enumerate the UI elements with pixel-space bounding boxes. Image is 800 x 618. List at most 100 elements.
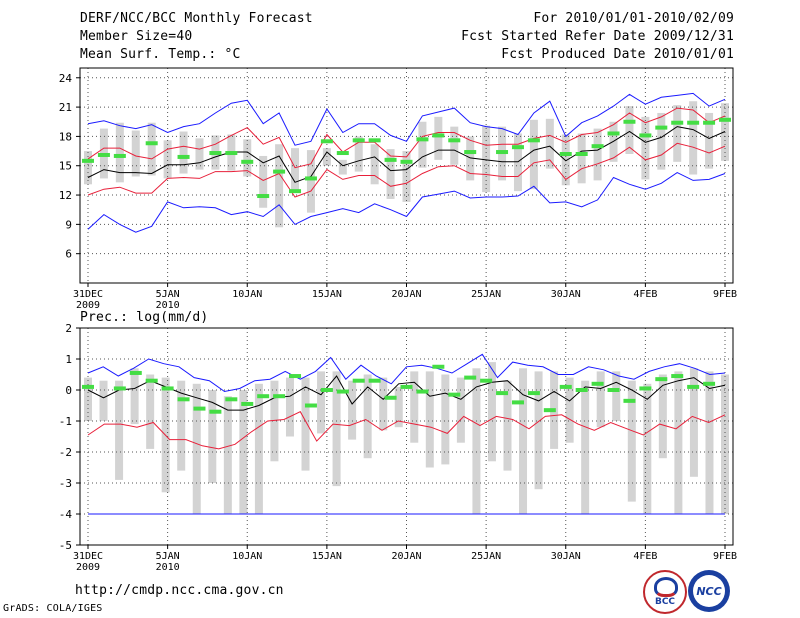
observed-marker [273, 394, 286, 399]
series-line-ensemble-max [87, 353, 726, 393]
observed-marker [719, 117, 731, 122]
y-tick-label: -4 [59, 508, 73, 521]
spread-box [593, 128, 602, 181]
observed-marker [161, 386, 174, 391]
observed-marker [687, 384, 700, 389]
series-line-upper-percentile [87, 107, 726, 169]
observed-marker [209, 151, 222, 156]
observed-marker [480, 378, 493, 383]
spread-box [243, 139, 252, 177]
y-tick-label: 18 [59, 130, 72, 143]
observed-marker [639, 386, 652, 391]
spread-box [565, 377, 574, 443]
x-tick-label: 10JAN [232, 289, 262, 300]
observed-marker [129, 370, 142, 375]
x-tick-label: 31DEC [73, 289, 103, 300]
x-tick-label: 31DEC [73, 551, 103, 562]
observed-marker [591, 381, 604, 386]
spread-box [425, 371, 434, 468]
spread-box [450, 126, 459, 165]
observed-marker [177, 154, 190, 159]
observed-marker [511, 145, 524, 150]
member-size-label: Member Size=40 [80, 29, 193, 44]
spread-box [625, 106, 634, 154]
observed-marker [82, 384, 94, 389]
observed-marker [703, 120, 716, 125]
x-tick-label: 2009 [76, 300, 100, 311]
spread-box [285, 377, 294, 437]
spread-box [705, 371, 714, 514]
spread-box [394, 386, 403, 428]
series-line-ensemble-min [87, 172, 726, 233]
spread-box [482, 125, 491, 193]
x-tick-label: 2010 [156, 300, 180, 311]
spread-box [254, 383, 263, 514]
spread-box [147, 122, 156, 176]
spread-box [434, 116, 443, 160]
y-tick-label: 6 [65, 248, 72, 261]
y-tick-label: 15 [59, 160, 72, 173]
spread-box [519, 368, 528, 514]
observed-marker [607, 388, 620, 392]
spread-box [332, 371, 341, 487]
observed-marker [591, 144, 604, 149]
y-tick-label: 9 [65, 218, 72, 231]
x-tick-label: 5JAN [156, 551, 180, 562]
forecast-range-label: For 2010/01/01-2010/02/09 [533, 11, 734, 26]
observed-marker [464, 150, 477, 155]
observed-marker [257, 194, 270, 199]
spread-box [643, 383, 652, 514]
spread-box [291, 148, 300, 191]
x-tick-label: 9FEB [713, 551, 737, 562]
spread-box [513, 133, 522, 192]
source-url[interactable]: http://cmdp.ncc.cma.gov.cn [75, 583, 284, 598]
spread-box [581, 380, 590, 514]
observed-marker [559, 384, 572, 389]
spread-box [657, 112, 666, 170]
observed-marker [464, 375, 477, 380]
observed-marker [320, 139, 333, 144]
x-tick-label: 20JAN [391, 289, 421, 300]
x-tick-label: 9FEB [713, 289, 737, 300]
spread-box [689, 368, 698, 477]
spread-box [115, 122, 124, 183]
x-tick-label: 30JAN [551, 551, 581, 562]
x-tick-label: 15JAN [312, 551, 342, 562]
observed-marker [82, 158, 94, 163]
observed-marker [623, 398, 636, 403]
spread-box [163, 140, 172, 179]
spread-box [596, 371, 605, 428]
observed-marker [304, 403, 317, 408]
y-tick-label: 12 [59, 189, 72, 202]
spread-box [534, 371, 543, 490]
y-tick-label: 21 [59, 101, 72, 114]
observed-marker [448, 392, 461, 397]
observed-marker [655, 125, 668, 130]
y-tick-label: -5 [59, 539, 72, 552]
x-tick-label: 25JAN [471, 551, 501, 562]
spread-box [370, 144, 379, 185]
bcc-logo: BCC [643, 570, 687, 614]
observed-marker [257, 394, 270, 399]
observed-marker [655, 377, 668, 382]
spread-box [130, 368, 139, 425]
spread-box [131, 130, 140, 177]
spread-box [259, 155, 268, 208]
variable-label-temp: Mean Surf. Temp.: °C [80, 47, 241, 62]
x-tick-label: 15JAN [312, 289, 342, 300]
spread-box [354, 136, 363, 172]
observed-marker [671, 374, 684, 379]
observed-marker [177, 397, 190, 402]
spread-box [658, 374, 667, 459]
spread-box [487, 362, 496, 462]
spread-box [115, 380, 124, 480]
observed-marker [352, 138, 365, 143]
variable-label-precip: Prec.: log(mm/d) [80, 310, 209, 325]
spread-box [503, 380, 512, 471]
spread-box [348, 380, 357, 440]
observed-marker [703, 381, 716, 386]
series-line-lower-percentile [87, 411, 726, 450]
series-line-lower-percentile [87, 142, 726, 198]
y-tick-label: 1 [65, 353, 72, 366]
spread-box [146, 374, 155, 449]
